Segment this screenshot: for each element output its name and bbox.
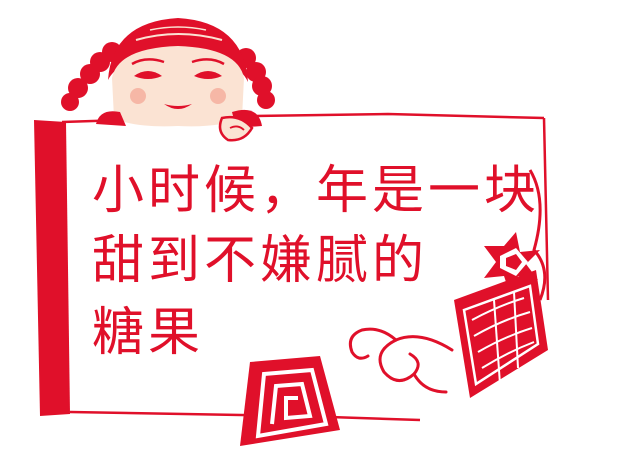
papercut-girl (61, 18, 275, 142)
diamond-lozenge-ornament (454, 270, 548, 398)
message-line-1: 小时候，年是一块 (92, 161, 541, 221)
sign-board (34, 112, 550, 424)
star-burst-ornament (484, 232, 540, 294)
message-line-3: 糖果 (92, 303, 205, 363)
swirl-scroll-ornament (348, 327, 454, 394)
message-line-2: 甜到不嫌腻的 (92, 231, 429, 291)
card-message: 小时候，年是一块 甜到不嫌腻的 糖果 (92, 150, 541, 374)
square-spiral-ornament (240, 356, 340, 446)
